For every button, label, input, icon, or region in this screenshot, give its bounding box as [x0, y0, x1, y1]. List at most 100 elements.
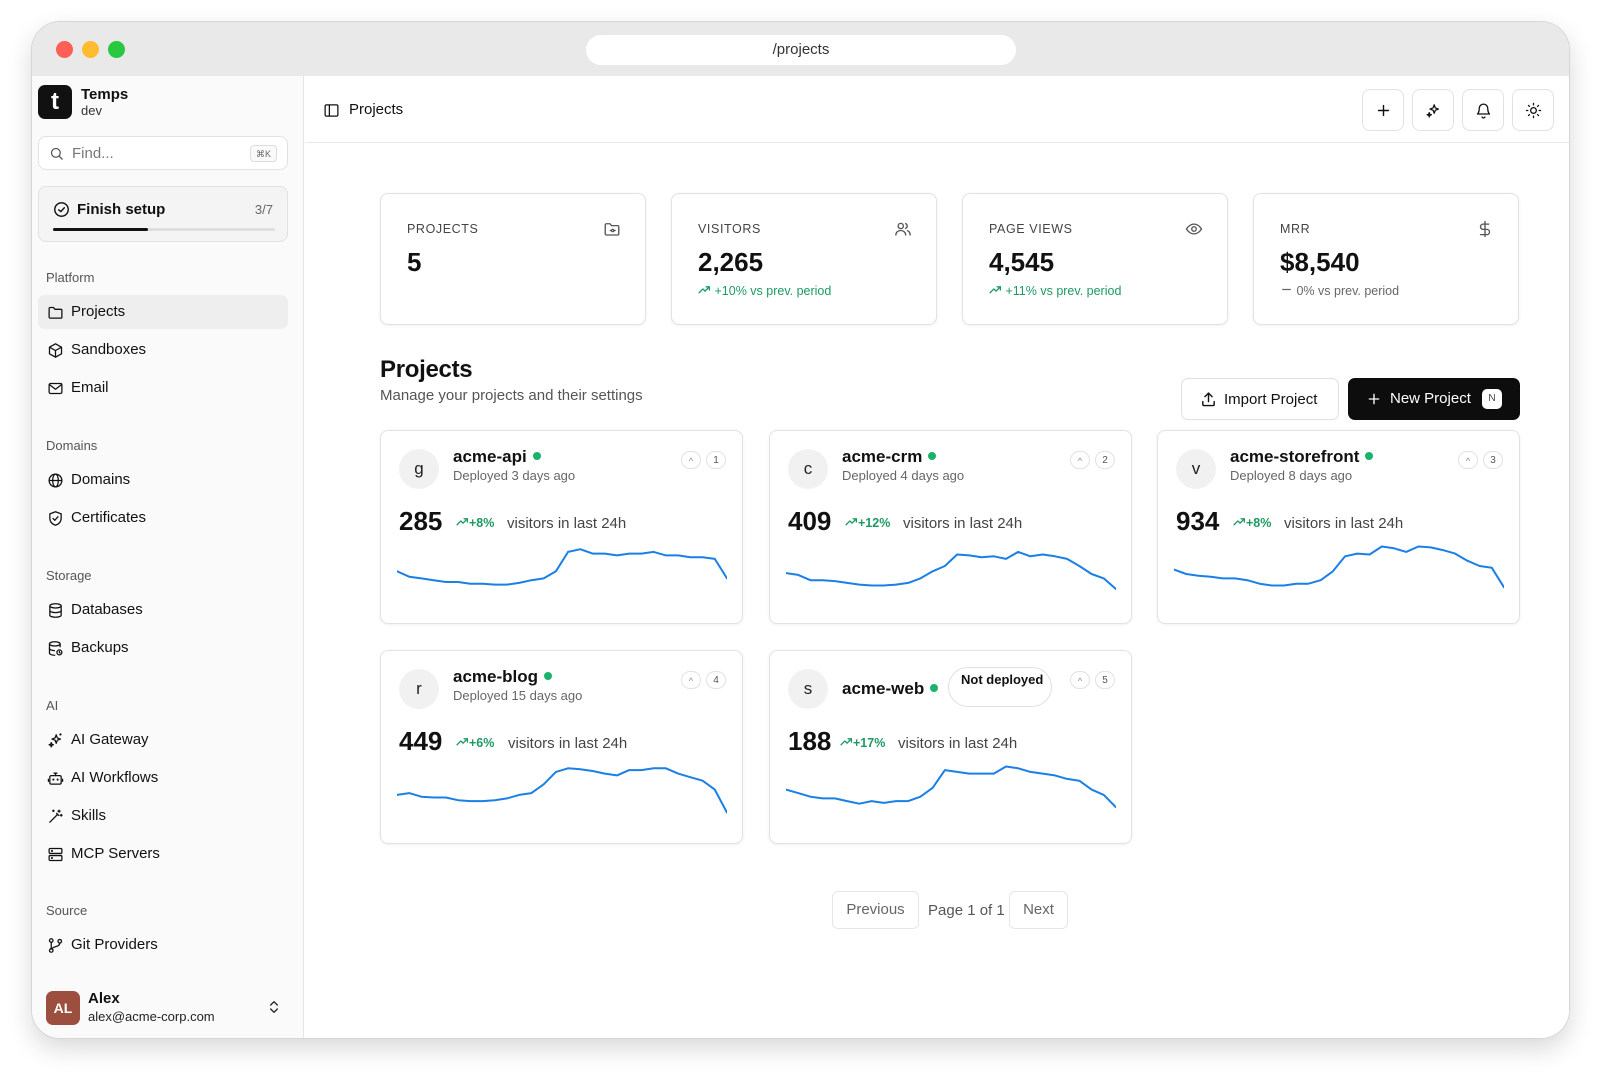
stat-change: 0% vs prev. period: [1280, 284, 1399, 298]
theme-toggle-button[interactable]: [1512, 89, 1554, 131]
page-title: Projects: [380, 356, 473, 383]
stat-card-mrr: MRR $8,540 0% vs prev. period: [1253, 193, 1519, 325]
folder-git-icon: [604, 223, 620, 236]
user-menu[interactable]: AL Alex alex@acme-corp.com: [46, 990, 286, 1030]
project-card-acme-web[interactable]: s acme-web Not deployed ^ 5 188 +17% vis…: [769, 650, 1132, 844]
add-button[interactable]: [1362, 89, 1404, 131]
move-up-button[interactable]: ^: [1070, 671, 1090, 689]
sidebar-item-label: Projects: [71, 303, 126, 320]
box-icon: [48, 343, 63, 358]
sidebar-item-label: AI Workflows: [71, 769, 159, 786]
sparkline-series: [786, 765, 1116, 809]
users-icon: [895, 222, 911, 236]
search-icon: [50, 147, 63, 160]
stat-label: PAGE VIEWS: [989, 222, 1073, 236]
stat-value: 5: [407, 247, 422, 277]
project-name[interactable]: acme-crm: [842, 447, 937, 467]
sparkline-series: [1174, 545, 1504, 589]
git-branch-icon: [48, 938, 63, 953]
sidebar-item-sandboxes[interactable]: Sandboxes: [38, 333, 288, 367]
visitors-label: visitors in last 24h: [508, 735, 628, 752]
previous-page-button[interactable]: Previous: [832, 891, 919, 929]
project-name[interactable]: acme-storefront: [1230, 447, 1374, 467]
server-icon: [48, 847, 63, 862]
workspace-env: dev: [81, 103, 102, 118]
search-box: ⌘K: [38, 136, 288, 170]
notifications-button[interactable]: [1462, 89, 1504, 131]
workspace-switcher[interactable]: t Temps dev: [38, 85, 278, 119]
project-index: 4: [706, 671, 726, 689]
sidebar-item-label: Sandboxes: [71, 341, 147, 358]
search-input[interactable]: [72, 142, 242, 164]
next-page-button[interactable]: Next: [1009, 891, 1068, 929]
user-email: alex@acme-corp.com: [88, 1009, 215, 1024]
close-window-button[interactable]: [56, 41, 73, 58]
maximize-window-button[interactable]: [108, 41, 125, 58]
sidebar-item-mcp-servers[interactable]: MCP Servers: [38, 837, 288, 871]
project-name[interactable]: acme-api: [453, 447, 541, 467]
new-project-button[interactable]: New Project N: [1348, 378, 1520, 420]
move-up-button[interactable]: ^: [681, 671, 701, 689]
sidebar-item-projects[interactable]: Projects: [38, 295, 288, 329]
ai-assistant-button[interactable]: [1412, 89, 1454, 131]
setup-progress-bar: [53, 228, 275, 231]
nav-group-platform: Platform: [46, 270, 95, 285]
visitors-label: visitors in last 24h: [898, 735, 1018, 752]
sidebar-item-ai-gateway[interactable]: AI Gateway: [38, 723, 288, 757]
minimize-window-button[interactable]: [82, 41, 99, 58]
import-project-button[interactable]: Import Project: [1181, 378, 1339, 420]
nav-group-source: Source: [46, 903, 88, 918]
visitors-label: visitors in last 24h: [507, 515, 627, 532]
deploy-status: Deployed 3 days ago: [453, 468, 576, 483]
project-index: 1: [706, 451, 726, 469]
visitors-sparkline: [786, 550, 1116, 591]
sidebar-item-backups[interactable]: Backups: [38, 631, 288, 665]
status-dot: [544, 672, 553, 680]
stat-label: PROJECTS: [407, 222, 479, 236]
address-bar[interactable]: /projects: [586, 35, 1016, 65]
sidebar-item-label: Email: [71, 379, 109, 396]
move-up-button[interactable]: ^: [1458, 451, 1478, 469]
setup-count: 3/7: [254, 202, 273, 217]
sidebar-item-domains[interactable]: Domains: [38, 463, 288, 497]
visitors-label: visitors in last 24h: [1284, 515, 1404, 532]
sidebar-item-ai-workflows[interactable]: AI Workflows: [38, 761, 288, 795]
not-deployed-badge: Not deployed: [948, 667, 1052, 707]
deploy-status: Deployed 8 days ago: [1230, 468, 1353, 483]
project-name[interactable]: acme-web: [842, 679, 939, 699]
visitor-trend: +17%: [840, 736, 885, 750]
project-card-acme-crm[interactable]: c acme-crm Deployed 4 days ago ^ 2 409 +…: [769, 430, 1132, 624]
stat-label: MRR: [1280, 222, 1311, 236]
sidebar-toggle-icon[interactable]: [323, 102, 340, 119]
visitor-trend: +8%: [1233, 516, 1271, 530]
sidebar-item-certificates[interactable]: Certificates: [38, 501, 288, 535]
sparkline-series: [786, 550, 1116, 591]
nav-group-domains: Domains: [46, 438, 98, 453]
status-dot: [532, 452, 541, 460]
trending-up-icon: [456, 738, 469, 746]
project-card-acme-blog[interactable]: r acme-blog Deployed 15 days ago ^ 4 449…: [380, 650, 743, 844]
project-card-acme-storefront[interactable]: v acme-storefront Deployed 8 days ago ^ …: [1157, 430, 1520, 624]
move-up-button[interactable]: ^: [681, 451, 701, 469]
sidebar-item-label: Backups: [71, 639, 129, 656]
project-card-acme-api[interactable]: g acme-api Deployed 3 days ago ^ 1 285 +…: [380, 430, 743, 624]
sparkline-series: [397, 548, 727, 586]
sidebar-item-skills[interactable]: Skills: [38, 799, 288, 833]
move-up-button[interactable]: ^: [1070, 451, 1090, 469]
sidebar-item-label: AI Gateway: [71, 731, 149, 748]
new-project-shortcut: N: [1482, 389, 1502, 409]
status-dot: [930, 684, 939, 692]
sidebar-item-git-providers[interactable]: Git Providers: [38, 928, 288, 962]
sidebar-item-email[interactable]: Email: [38, 371, 288, 405]
project-index: 3: [1483, 451, 1503, 469]
top-bar: Projects: [305, 76, 1569, 143]
project-name[interactable]: acme-blog: [453, 667, 553, 687]
eye-icon: [1185, 223, 1203, 235]
browser-titlebar: /projects: [32, 22, 1569, 76]
mail-icon: [48, 382, 63, 395]
sidebar-item-databases[interactable]: Databases: [38, 593, 288, 627]
status-dot: [1365, 452, 1374, 460]
sun-icon: [1525, 102, 1542, 119]
finish-setup-card[interactable]: Finish setup 3/7: [38, 186, 288, 242]
setup-title: Finish setup: [77, 201, 166, 218]
